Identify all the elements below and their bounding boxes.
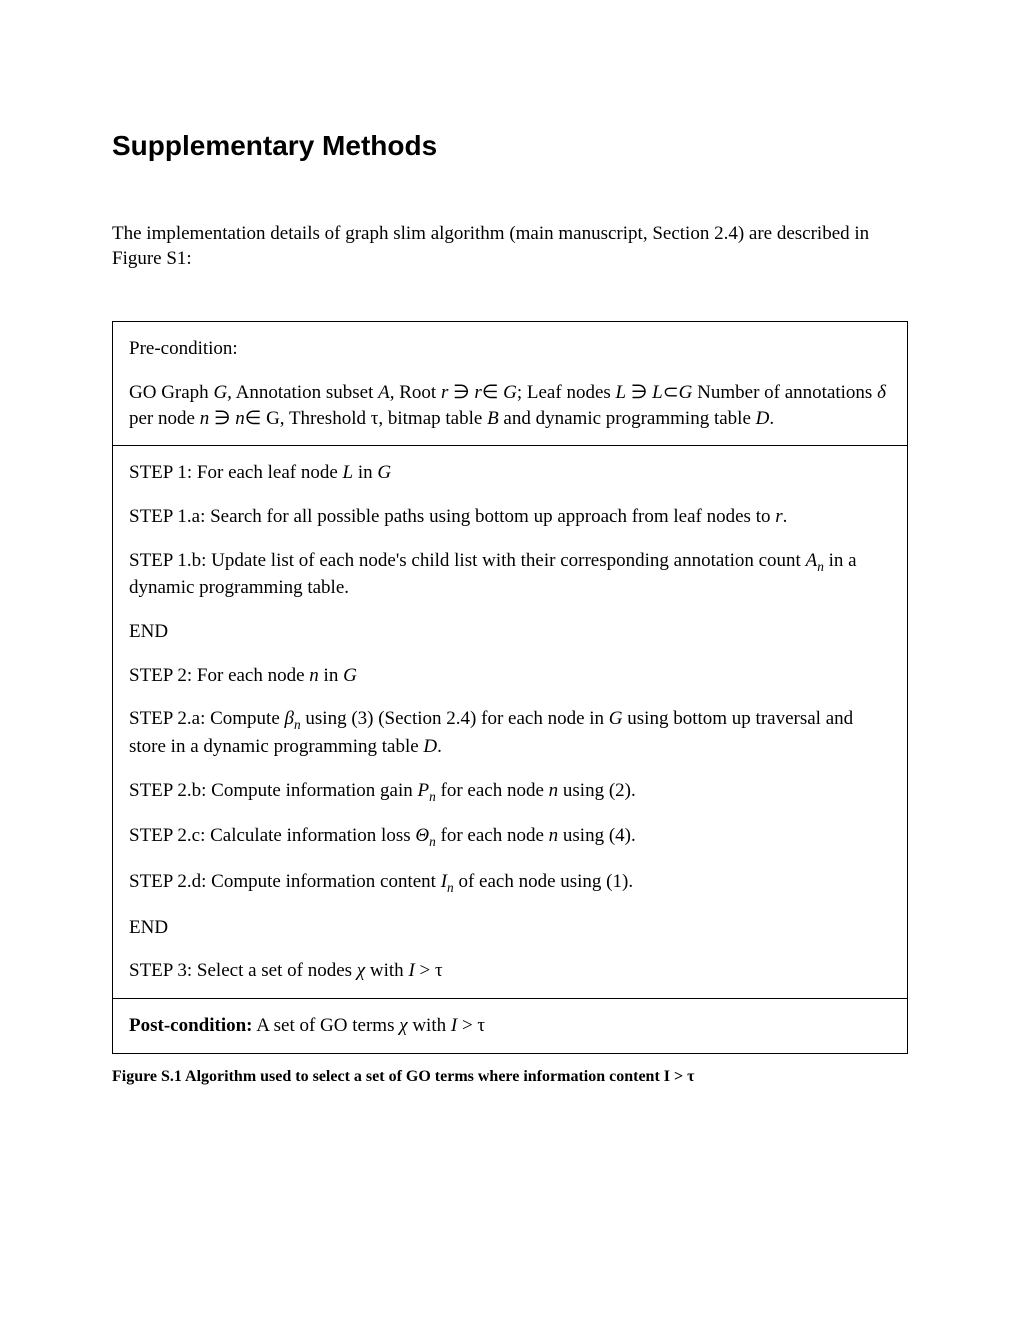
step-line: STEP 1: For each leaf node L in G: [129, 460, 891, 486]
postcondition-text: Post-condition: A set of GO terms χ with…: [129, 1013, 891, 1039]
step-line: STEP 2.a: Compute βn using (3) (Section …: [129, 706, 891, 759]
step-line: STEP 1.a: Search for all possible paths …: [129, 504, 891, 530]
intro-paragraph: The implementation details of graph slim…: [112, 222, 908, 271]
step-line: STEP 3: Select a set of nodes χ with I >…: [129, 958, 891, 984]
step-line: STEP 2.d: Compute information content In…: [129, 869, 891, 897]
step-line: END: [129, 619, 891, 645]
step-line: STEP 2.b: Compute information gain Pn fo…: [129, 778, 891, 806]
figure-caption: Figure S.1 Algorithm used to select a se…: [112, 1068, 908, 1086]
precondition-label: Pre-condition:: [129, 336, 891, 362]
precondition-text: GO Graph G, Annotation subset A, Root r …: [129, 380, 891, 431]
page-title: Supplementary Methods: [112, 130, 908, 162]
algorithm-box: Pre-condition: GO Graph G, Annotation su…: [112, 321, 908, 1053]
step-line: STEP 2.c: Calculate information loss Θn …: [129, 823, 891, 851]
steps-section: STEP 1: For each leaf node L in G STEP 1…: [113, 446, 907, 999]
step-line: END: [129, 915, 891, 941]
step-line: STEP 1.b: Update list of each node's chi…: [129, 548, 891, 601]
document-page: Supplementary Methods The implementation…: [0, 0, 1020, 1086]
precondition-section: Pre-condition: GO Graph G, Annotation su…: [113, 322, 907, 446]
postcondition-section: Post-condition: A set of GO terms χ with…: [113, 999, 907, 1053]
step-line: STEP 2: For each node n in G: [129, 663, 891, 689]
